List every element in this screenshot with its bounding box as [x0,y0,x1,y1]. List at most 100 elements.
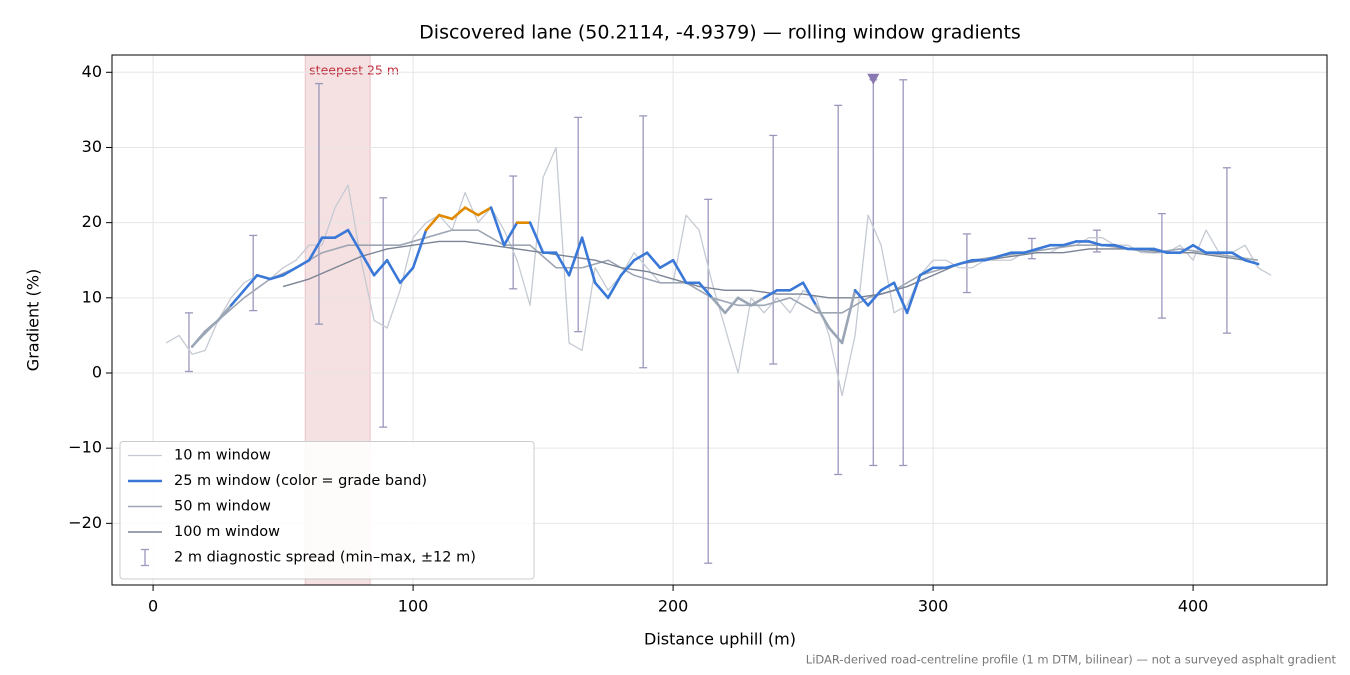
line-segment [710,296,727,315]
line-segment [1178,243,1195,255]
spread-bar [1157,212,1166,319]
line-segment [554,251,571,277]
line-segment [697,281,714,300]
y-axis-label: Gradient (%) [24,269,43,371]
plot-frame [111,54,1328,586]
y-tick-label: −20 [68,513,102,532]
line-segment [463,206,480,217]
line-segment [1191,243,1208,255]
x-tick-label: 400 [1178,597,1209,616]
line-segment [1243,258,1260,266]
line-segment [242,273,259,292]
x-tick-label: 300 [918,597,949,616]
spread-bar [249,234,258,312]
line-segment [255,273,272,281]
line-segment [424,213,441,232]
line-segment [411,228,428,270]
line-segment [567,236,584,277]
chart-title: Discovered lane (50.2114, -4.9379) — rol… [419,22,1021,44]
x-tick-label: 100 [398,597,429,616]
line-segment [983,255,1000,262]
spread-bar [509,175,518,290]
line-segment [346,228,363,255]
y-tick-label: 20 [82,212,102,231]
line-segment [671,258,688,285]
line-segment [216,304,233,322]
line-segment [203,319,220,333]
spread-bar [834,104,843,476]
spread-bar [314,82,323,325]
line-segment [749,296,766,307]
legend-label: 50 m window [174,499,271,515]
legend-label: 100 m window [174,524,280,540]
line-segment [398,266,415,285]
line-segment [294,258,311,270]
spread-bar [1222,167,1231,334]
line-segment [736,296,753,307]
line-segment [528,221,545,255]
line-segment [918,266,935,277]
line-segment [788,281,805,292]
legend-label: 10 m window [174,448,271,464]
line-segment [632,251,649,262]
spread-bar [1027,237,1036,260]
line-segment [762,289,779,300]
y-tick-label: 0 [92,363,102,382]
line-segment [1061,240,1078,247]
series-line [282,240,1246,299]
y-tick-label: −10 [68,438,102,457]
line-segment [333,228,350,239]
line-segment [879,281,896,292]
line-segment [268,273,285,281]
x-tick-label: 200 [658,597,689,616]
line-segment [450,206,467,221]
spread-bar [704,198,713,564]
line-segment [476,206,493,217]
line-segment [801,281,818,307]
line-segment [1113,243,1130,251]
line-segment [1087,240,1104,247]
y-tick-label: 40 [82,62,102,81]
legend-box [119,441,535,580]
spread-bar [769,134,778,365]
legend: 10 m window 25 m window (color = grade ba… [119,441,535,580]
peak-marker [867,73,880,85]
x-tick-label: 0 [148,597,158,616]
spread-bar [899,79,908,467]
line-segment [996,251,1013,258]
line-segment [1022,247,1039,255]
y-tick-label: 10 [82,287,102,306]
line-segment [385,258,402,285]
highlight-label: steepest 25 m [309,63,399,78]
line-segment [502,221,519,247]
line-segment [619,258,636,277]
line-segment [1152,247,1169,255]
line-segment [658,258,675,270]
line-segment [1035,243,1052,251]
line-segment [853,289,870,307]
spread-bar [574,116,583,333]
spread-bar [184,312,193,373]
spread-bar [639,115,648,369]
spread-bar [869,79,878,467]
line-segment [281,266,298,277]
line-segment [359,251,376,277]
line-segment [827,326,844,345]
line-segment [580,236,597,285]
line-segment [905,273,922,315]
line-segment [606,273,623,300]
line-segment [892,281,909,315]
y-tick-label: 30 [82,137,102,156]
line-segment [437,213,454,221]
line-segment [1230,251,1247,262]
line-segment [489,206,506,247]
x-axis-label: Distance uphill (m) [644,630,796,649]
line-segment [593,281,610,300]
spread-bar [379,197,388,428]
line-segment [944,262,961,270]
line-segment [307,236,324,262]
line-segment [866,289,883,307]
line-segment [190,330,207,348]
legend-label: 2 m diagnostic spread (min–max, ±12 m) [174,550,476,566]
